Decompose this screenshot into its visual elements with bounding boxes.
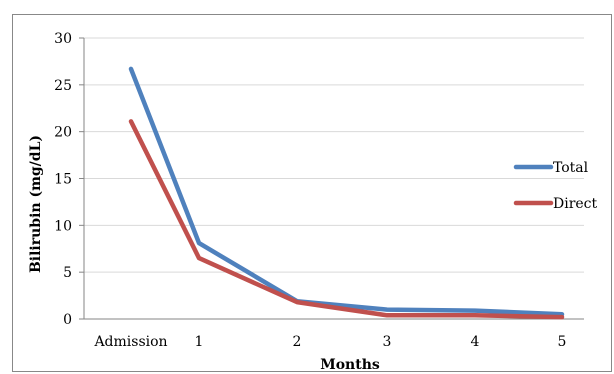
y-tick-label: 30 bbox=[54, 31, 72, 47]
y-tick-label: 20 bbox=[54, 125, 72, 141]
y-tick-label: 5 bbox=[63, 265, 72, 281]
legend-label: Total bbox=[553, 160, 589, 176]
x-axis: Admission 1 2 3 4 5 bbox=[93, 334, 566, 350]
legend-label: Direct bbox=[553, 196, 598, 212]
y-tick-label: 0 bbox=[63, 312, 72, 328]
x-tick-label: 4 bbox=[471, 334, 480, 350]
gridlines bbox=[84, 37, 584, 320]
x-tick-label: 5 bbox=[558, 334, 567, 350]
legend: Total Direct bbox=[513, 160, 598, 212]
x-tick-label: 2 bbox=[293, 334, 302, 350]
series-line-direct bbox=[128, 119, 565, 320]
series-line-total bbox=[128, 66, 565, 317]
y-tick-label: 25 bbox=[54, 78, 72, 94]
y-axis-title: Bilirubin (mg/dL) bbox=[28, 135, 44, 273]
x-tick-label: 3 bbox=[383, 334, 392, 350]
series-lines bbox=[128, 66, 565, 320]
y-tick-label: 10 bbox=[54, 218, 72, 234]
x-axis-title: Months bbox=[320, 357, 380, 373]
y-axis: 0 5 10 15 20 25 30 bbox=[54, 31, 85, 328]
x-tick-label: Admission bbox=[93, 334, 167, 350]
y-tick-label: 15 bbox=[54, 172, 72, 188]
x-tick-label: 1 bbox=[195, 334, 204, 350]
